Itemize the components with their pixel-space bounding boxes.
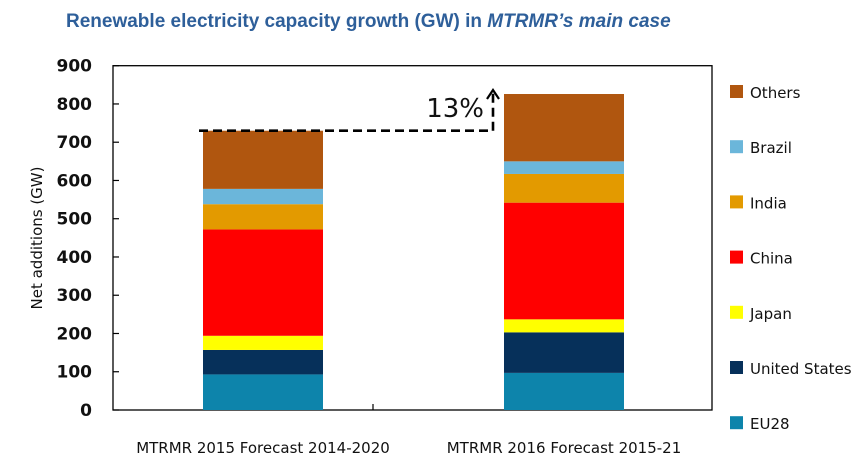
- bar-segment-china: [203, 229, 323, 336]
- y-tick-label: 800: [57, 95, 93, 115]
- growth-dashed-line: [199, 91, 495, 133]
- y-tick-label: 900: [57, 57, 93, 77]
- y-tick-label: 500: [57, 210, 93, 230]
- y-tick-label: 300: [57, 286, 93, 306]
- legend-item-china: China: [730, 250, 793, 268]
- legend-swatch: [730, 250, 743, 264]
- plot-frame: [112, 65, 713, 411]
- chart-title: Renewable electricity capacity growth (G…: [66, 11, 671, 33]
- bar-segment-india: [203, 204, 323, 230]
- legend-swatch: [730, 85, 743, 98]
- x-axis: MTRMR 2015 Forecast 2014-2020 MTRMR 2016 …: [136, 404, 681, 457]
- y-tick-label: 200: [57, 324, 93, 344]
- legend-item-eu28: EU28: [730, 415, 790, 433]
- bar-segment-eu28: [504, 372, 624, 410]
- growth-annotation: 13%: [199, 88, 500, 133]
- legend-item-japan: Japan: [730, 305, 792, 323]
- bar-segment-brazil: [504, 161, 624, 174]
- y-axis: 0 100 200 300 400 500 600 700 800 900: [57, 57, 119, 421]
- x-category-label: MTRMR 2015 Forecast 2014-2020: [136, 439, 390, 457]
- bar-stack-0: [203, 130, 323, 410]
- y-tick-label: 700: [57, 133, 93, 153]
- legend-label: Others: [750, 84, 801, 102]
- y-tick-label: 0: [80, 401, 92, 421]
- bar-segment-others: [203, 130, 323, 189]
- bar-segment-united-states: [504, 332, 624, 373]
- legend-label: United States: [750, 360, 852, 378]
- plot-border: [112, 65, 713, 411]
- bar-segment-eu28: [203, 374, 323, 410]
- arrow-up-icon: [486, 88, 500, 100]
- legend-item-united-states: United States: [730, 360, 852, 378]
- bar-segment-china: [504, 202, 624, 320]
- legend-label: Japan: [749, 305, 792, 323]
- legend-label: India: [750, 194, 787, 212]
- legend-swatch: [730, 361, 743, 374]
- legend-swatch: [730, 305, 743, 319]
- growth-percent-label: 13%: [426, 94, 484, 124]
- legend-label: China: [750, 250, 793, 268]
- bars: [203, 94, 624, 410]
- bar-segment-japan: [203, 335, 323, 350]
- bar-segment-india: [504, 173, 624, 203]
- bar-stack-1: [504, 94, 624, 410]
- y-tick-label: 600: [57, 171, 93, 191]
- legend-swatch: [730, 416, 743, 430]
- legend: Others Brazil India China Japan United States…: [730, 84, 852, 433]
- legend-item-others: Others: [730, 84, 801, 102]
- bar-segment-japan: [504, 319, 624, 333]
- legend-label: EU28: [750, 415, 790, 433]
- y-tick-label: 400: [57, 248, 93, 268]
- chart-title-main: Renewable electricity capacity growth (G…: [66, 11, 488, 32]
- legend-swatch: [730, 140, 743, 154]
- y-axis-title: Net additions (GW): [28, 167, 46, 310]
- x-category-label: MTRMR 2016 Forecast 2015-21: [447, 439, 682, 457]
- legend-item-brazil: Brazil: [730, 139, 792, 157]
- chart-title-italic: MTRMR’s main case: [487, 11, 671, 32]
- bar-segment-brazil: [203, 188, 323, 205]
- legend-item-india: India: [730, 194, 787, 212]
- bar-segment-united-states: [203, 349, 323, 375]
- y-tick-label: 100: [57, 363, 93, 383]
- legend-label: Brazil: [750, 139, 792, 157]
- legend-swatch: [730, 195, 743, 209]
- bar-segment-others: [504, 94, 624, 162]
